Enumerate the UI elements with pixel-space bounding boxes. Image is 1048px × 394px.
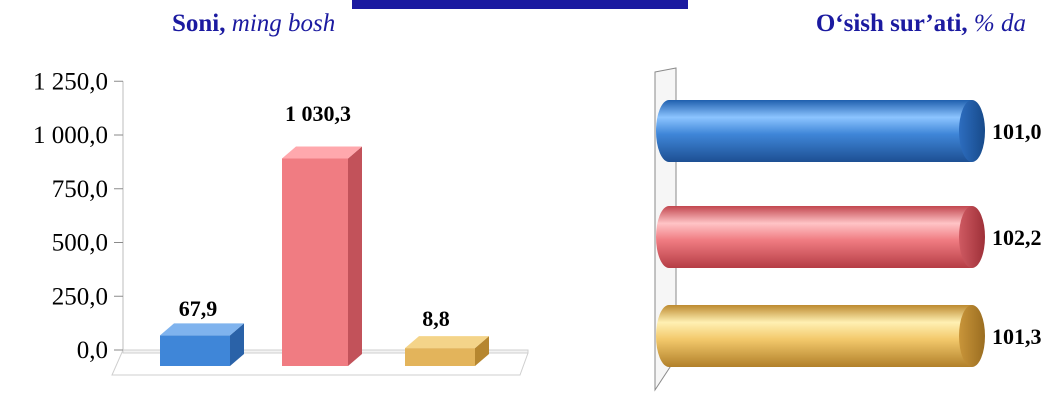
left-title-bold: Soni, <box>172 10 226 37</box>
left-y-tick-label: 1 250,0 <box>33 68 108 95</box>
left-y-tick-label: 1 000,0 <box>33 122 108 149</box>
right-data-label-0: 101,0 <box>992 119 1042 144</box>
left-y-tick-label: 250,0 <box>52 283 108 310</box>
top-accent-bar <box>352 0 688 9</box>
right-bar-0-cap <box>959 100 985 162</box>
right-chart-title: O‘sish sur’ati, % da <box>816 10 1026 38</box>
right-bar-2-body <box>656 305 972 367</box>
left-title-italic: ming bosh <box>231 10 336 37</box>
left-bar-0-front <box>160 335 230 366</box>
right-data-label-1: 102,2 <box>992 225 1042 250</box>
left-chart-title: Soni, ming bosh <box>172 10 335 38</box>
left-bar-2-side <box>475 336 489 366</box>
right-data-label-2: 101,3 <box>992 324 1042 349</box>
left-data-label-0: 67,9 <box>179 296 218 321</box>
right-bar-0-body <box>656 100 972 162</box>
left-bar-0-top <box>160 323 244 336</box>
left-bar-2-top <box>405 336 489 349</box>
left-data-label-2: 8,8 <box>422 306 450 331</box>
right-bar-2-cap <box>959 305 985 367</box>
left-bar-0-side <box>230 323 244 366</box>
right-bar-1-cap <box>959 206 985 268</box>
left-bar-2-front <box>405 348 475 366</box>
left-y-tick-label: 750,0 <box>52 176 108 203</box>
left-data-label-1: 1 030,3 <box>285 101 351 126</box>
left-y-tick-label: 0,0 <box>77 337 108 364</box>
left-bar-1-front <box>282 158 348 366</box>
right-title-italic: % da <box>973 10 1026 37</box>
left-bar-1-side <box>348 146 362 366</box>
right-bar-1-body <box>656 206 972 268</box>
right-title-bold: O‘sish sur’ati, <box>815 10 968 37</box>
left-bar-1-top <box>282 146 362 159</box>
left-y-tick-label: 500,0 <box>52 230 108 257</box>
